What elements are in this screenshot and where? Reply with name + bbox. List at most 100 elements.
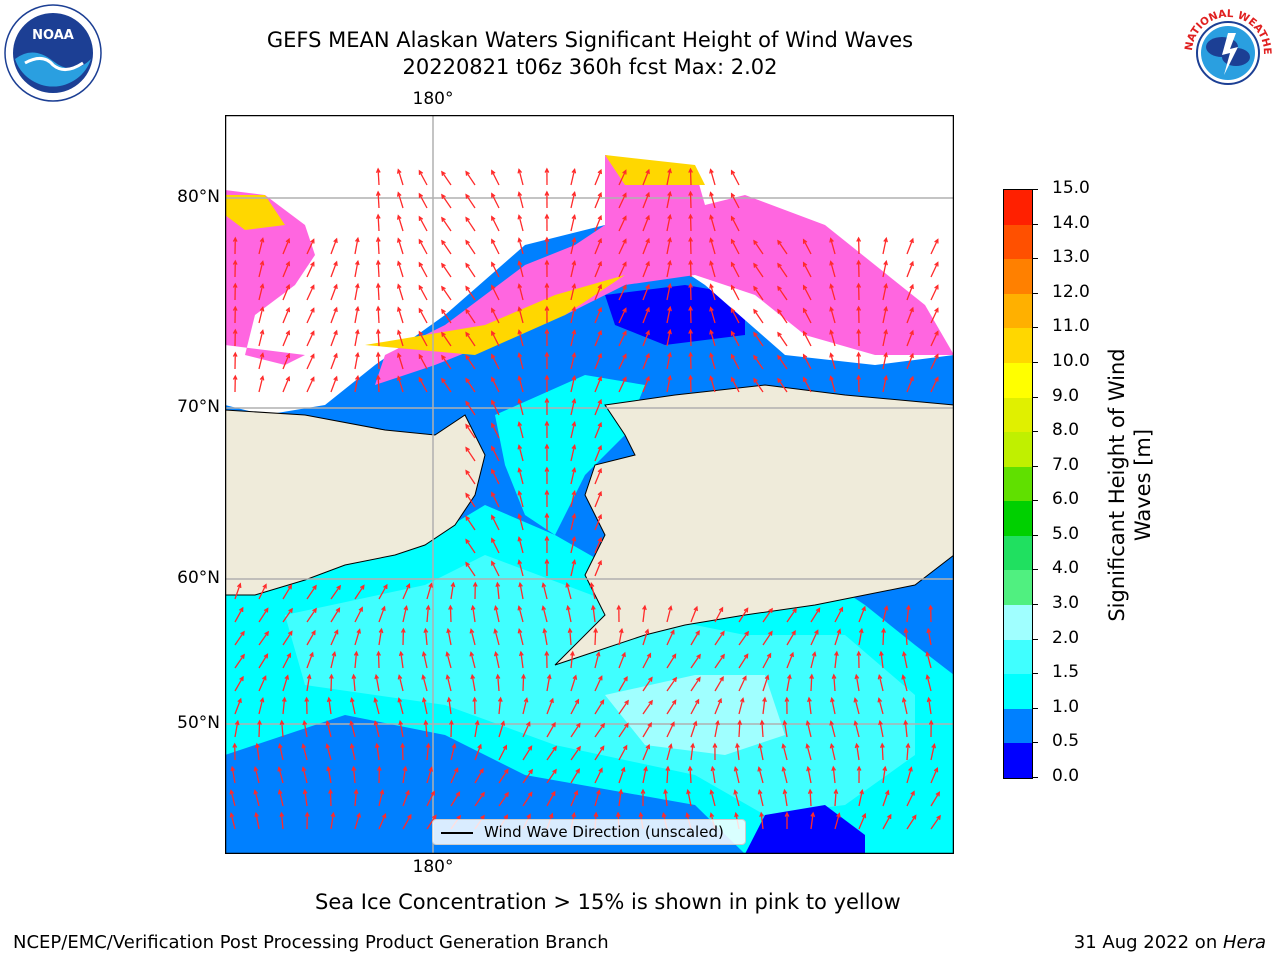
wave-direction-arrow [594, 790, 600, 807]
wave-direction-arrowhead [905, 742, 911, 748]
colorbar-tick [1033, 258, 1038, 260]
wave-direction-arrow [882, 767, 886, 784]
wave-direction-arrowhead [418, 376, 424, 382]
wave-direction-arrowhead [469, 651, 475, 657]
wave-direction-arrowhead [802, 238, 808, 244]
wave-direction-arrow [234, 607, 244, 623]
wave-direction-arrow [281, 721, 284, 738]
wave-direction-arrow [522, 722, 531, 738]
wave-direction-arrowhead [446, 627, 452, 634]
wave-direction-arrow [786, 675, 791, 692]
wave-direction-arrow [930, 285, 939, 301]
wave-direction-arrow [803, 377, 812, 393]
wave-direction-arrowhead [253, 765, 259, 772]
wave-direction-arrow [689, 237, 692, 255]
wave-direction-arrow [418, 308, 428, 324]
wave-direction-arrow [738, 608, 749, 623]
wave-direction-arrow [441, 309, 452, 324]
wave-direction-arrowhead [240, 653, 245, 659]
wave-direction-arrowhead [730, 238, 736, 244]
wave-direction-arrowhead [262, 583, 267, 589]
wave-direction-arrow [594, 723, 605, 738]
wave-direction-arrowhead [720, 630, 725, 636]
wave-direction-arrowhead [830, 696, 835, 703]
wave-direction-arrowhead [549, 697, 554, 704]
wave-direction-arrowhead [782, 719, 788, 726]
wave-direction-arrowhead [517, 627, 523, 634]
wave-direction-arrowhead [428, 766, 433, 772]
wave-direction-arrow [594, 491, 602, 508]
wave-direction-arrowhead [856, 282, 862, 288]
wave-direction-arrowhead [597, 444, 602, 451]
wave-direction-arrow [642, 261, 650, 278]
colorbar-tick [1033, 223, 1038, 225]
colorbar-segment [1004, 570, 1032, 606]
wave-direction-arrowhead [690, 742, 696, 749]
wave-direction-arrowhead [310, 307, 315, 313]
wave-direction-arrowhead [441, 331, 446, 337]
wave-direction-arrowhead [477, 743, 482, 750]
wave-direction-arrow [542, 606, 548, 623]
wave-direction-arrowhead [441, 239, 446, 245]
wave-direction-arrow [518, 491, 524, 508]
wave-direction-arrowhead [742, 675, 747, 681]
wave-direction-arrow [709, 215, 716, 232]
wave-direction-arrowhead [926, 696, 932, 703]
wave-direction-arrowhead [351, 673, 357, 680]
wave-direction-arrow [450, 720, 453, 738]
colorbar-segment [1004, 466, 1032, 502]
wave-direction-arrowhead [254, 742, 260, 749]
wave-direction-arrowhead [671, 699, 677, 705]
wave-direction-arrowhead [397, 674, 403, 680]
wave-direction-arrow [354, 376, 359, 393]
colorbar-tick [1033, 534, 1038, 536]
wave-direction-arrow [878, 675, 884, 692]
wave-direction-arrow [465, 263, 476, 278]
wave-direction-arrow [882, 353, 887, 370]
wave-direction-arrow [441, 194, 452, 209]
wave-direction-arrow [377, 329, 380, 347]
wave-direction-arrow [777, 286, 788, 301]
wave-direction-arrowhead [229, 812, 235, 818]
wave-direction-arrowhead [597, 191, 602, 198]
wave-direction-arrow [330, 330, 338, 347]
wave-direction-arrowhead [425, 604, 431, 611]
wave-direction-arrowhead [709, 352, 714, 358]
wave-direction-arrowhead [263, 607, 269, 613]
wave-direction-arrowhead [696, 653, 701, 659]
wave-direction-arrowhead [259, 375, 265, 381]
wave-direction-arrowhead [528, 768, 534, 774]
wave-direction-arrowhead [465, 170, 470, 176]
wave-direction-arrowhead [809, 673, 814, 679]
wave-direction-arrow [930, 377, 939, 393]
wave-direction-arrowhead [353, 788, 359, 795]
wave-direction-arrowhead [517, 398, 523, 404]
wave-direction-arrow [518, 284, 524, 301]
wave-direction-arrow [855, 675, 860, 692]
wave-direction-arrowhead [712, 742, 718, 748]
wave-direction-arrowhead [517, 214, 523, 220]
wave-direction-arrow [282, 675, 289, 692]
wave-direction-arrowhead [544, 282, 550, 288]
deep-blue-patch [605, 285, 745, 345]
wave-direction-arrowhead [421, 674, 426, 680]
wave-direction-arrowhead [571, 236, 577, 243]
wave-direction-arrowhead [277, 788, 283, 795]
wave-direction-arrowhead [331, 650, 337, 657]
wave-direction-arrowhead [544, 443, 550, 449]
wave-direction-arrow [782, 744, 788, 761]
wave-direction-arrowhead [622, 744, 628, 750]
wave-direction-arrow [879, 721, 884, 738]
wave-direction-arrowhead [829, 352, 834, 358]
wave-direction-arrowhead [491, 445, 496, 451]
wave-direction-arrowhead [810, 811, 816, 818]
wave-direction-arrowhead [259, 283, 265, 289]
wave-direction-arrowhead [854, 673, 860, 680]
wave-direction-arrowhead [853, 720, 859, 726]
wave-direction-arrow [758, 790, 764, 807]
wave-direction-arrow [666, 606, 672, 623]
colorbar-tick-label: 0.0 [1052, 766, 1080, 786]
wave-direction-arrowhead [356, 628, 361, 634]
wave-direction-arrowhead [903, 627, 909, 633]
wave-direction-arrowhead [480, 814, 485, 820]
